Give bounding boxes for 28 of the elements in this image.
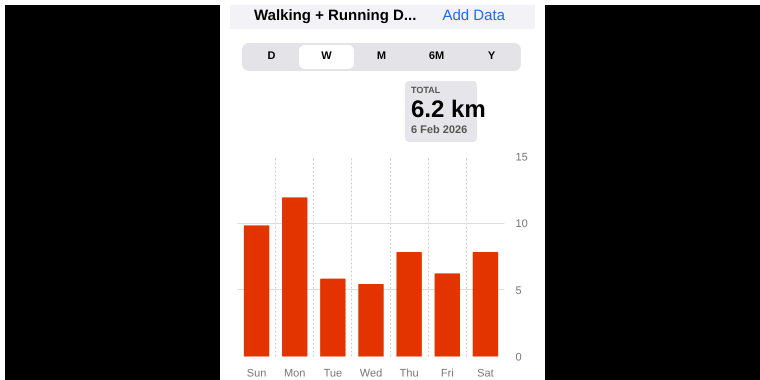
y-tick-label: 10 <box>516 218 528 230</box>
x-tick-label: Sat <box>477 368 494 380</box>
bar <box>358 284 384 356</box>
y-tick-label: 5 <box>516 284 522 297</box>
x-tick-label: Thu <box>400 368 419 380</box>
bar <box>320 278 346 356</box>
x-tick-label: Mon <box>284 368 306 380</box>
bar <box>396 252 422 356</box>
y-tick-label: 0 <box>516 352 522 364</box>
chart-title: Walking + Running D... <box>253 6 416 26</box>
text: TOTAL <box>411 84 442 97</box>
x-tick-label: Fri <box>440 368 454 380</box>
text: Y <box>486 49 496 64</box>
text: M <box>376 49 388 64</box>
x-tick-label: Sun <box>246 368 266 380</box>
bar <box>472 252 498 356</box>
text: Add Data <box>442 6 505 26</box>
x-tick-label: Tue <box>324 368 342 380</box>
bar <box>434 273 460 356</box>
text: 6.2 km <box>411 96 486 123</box>
text: 6 Feb 2026 <box>411 122 468 138</box>
x-tick-label: Wed <box>360 368 382 380</box>
bar <box>244 225 270 356</box>
text: D <box>266 49 276 64</box>
text: W <box>299 45 354 69</box>
y-tick-label: 15 <box>516 152 528 164</box>
bar <box>282 197 308 356</box>
text: 6M <box>428 49 446 64</box>
